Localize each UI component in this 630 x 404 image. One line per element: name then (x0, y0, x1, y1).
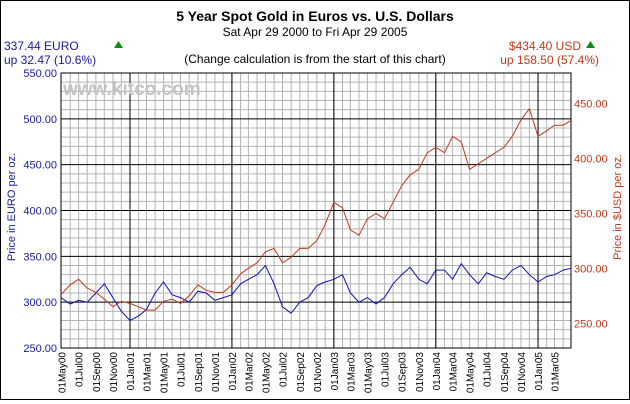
x-tick-label: 01Jul02 (279, 352, 290, 387)
euro-price: 337.44 EURO (4, 39, 79, 53)
left-axis-label: Price in EURO per oz. (6, 153, 18, 261)
x-tick-label: 01Sep04 (500, 352, 511, 392)
x-tick-label: 01Jul04 (483, 352, 494, 387)
watermark: www.kitco.com (62, 79, 201, 100)
left-tick-label: 500.00 (23, 114, 57, 126)
x-tick-label: 01May00 (58, 352, 69, 394)
x-tick-label: 01Mar05 (551, 352, 562, 392)
left-axis-ticks: 250.00 300.00 350.00 400.00 450.00 500.00 550.… (23, 68, 57, 355)
x-tick-label: 01Mar03 (346, 352, 357, 392)
usd-change: up 158.50 (57.4%) (500, 53, 599, 67)
right-axis-label: Price in $USD per oz. (612, 154, 624, 260)
x-tick-label: 01May01 (160, 352, 171, 394)
usd-price: $434.40 USD (509, 39, 581, 53)
left-tick-label: 450.00 (23, 160, 57, 172)
right-tick-label: 450.00 (574, 98, 608, 110)
series-line-euro (60, 262, 572, 322)
euro-up-arrow-icon (114, 41, 123, 48)
x-tick-label: 01Nov02 (313, 352, 324, 392)
x-tick-label: 01Mar02 (244, 352, 255, 392)
x-tick-label: 01Nov00 (109, 352, 120, 392)
left-tick-label: 350.00 (23, 251, 57, 263)
left-tick-label: 400.00 (23, 206, 57, 218)
right-tick-label: 300.00 (574, 263, 608, 275)
right-tick-label: 350.00 (574, 208, 608, 220)
x-tick-label: 01Jul00 (75, 352, 86, 387)
x-axis-ticks: 01May00 01Jul00 01Sep00 01Nov00 01Jan01 01Mar… (58, 352, 562, 394)
x-tick-label: 01Sep03 (398, 352, 409, 392)
x-tick-label: 01May03 (363, 352, 374, 394)
left-tick-label: 250.00 (23, 343, 57, 355)
x-tick-label: 01Nov01 (211, 352, 222, 392)
x-tick-label: 01Jan05 (534, 352, 545, 391)
usd-up-arrow-icon (586, 41, 595, 48)
plot-grid (60, 72, 572, 349)
plot-border (60, 72, 572, 349)
x-tick-label: 01Jan02 (228, 352, 239, 391)
x-tick-label: 01Jan01 (126, 352, 137, 391)
x-tick-label: 01Sep01 (194, 352, 205, 392)
left-tick-label: 550.00 (23, 68, 57, 80)
x-tick-label: 01Mar01 (143, 352, 154, 392)
x-tick-label: 01Mar04 (449, 352, 460, 392)
euro-change: up 32.47 (10.6%) (4, 53, 96, 67)
left-tick-label: 300.00 (23, 297, 57, 309)
right-tick-label: 250.00 (574, 318, 608, 330)
series-layer (60, 107, 572, 322)
x-tick-label: 01Jan03 (330, 352, 341, 391)
chart-title: 5 Year Spot Gold in Euros vs. U.S. Dolla… (176, 8, 454, 24)
x-tick-label: 01Jul01 (177, 352, 188, 387)
x-tick-label: 01Jan04 (432, 352, 443, 391)
x-tick-label: 01Sep00 (92, 352, 103, 392)
right-tick-label: 400.00 (574, 153, 608, 165)
right-axis-ticks: 250.00 300.00 350.00 400.00 450.00 (574, 98, 608, 330)
x-tick-label: 01May02 (261, 352, 272, 394)
x-tick-label: 01Sep02 (296, 352, 307, 392)
x-tick-label: 01Jul03 (380, 352, 391, 387)
series-line-usd (60, 107, 572, 311)
x-tick-label: 01Nov03 (415, 352, 426, 392)
x-tick-label: 01Nov04 (517, 352, 528, 392)
x-tick-label: 01May04 (466, 352, 477, 394)
change-note: (Change calculation is from the start of… (184, 52, 445, 66)
chart-subtitle: Sat Apr 29 2000 to Fri Apr 29 2005 (223, 25, 408, 39)
